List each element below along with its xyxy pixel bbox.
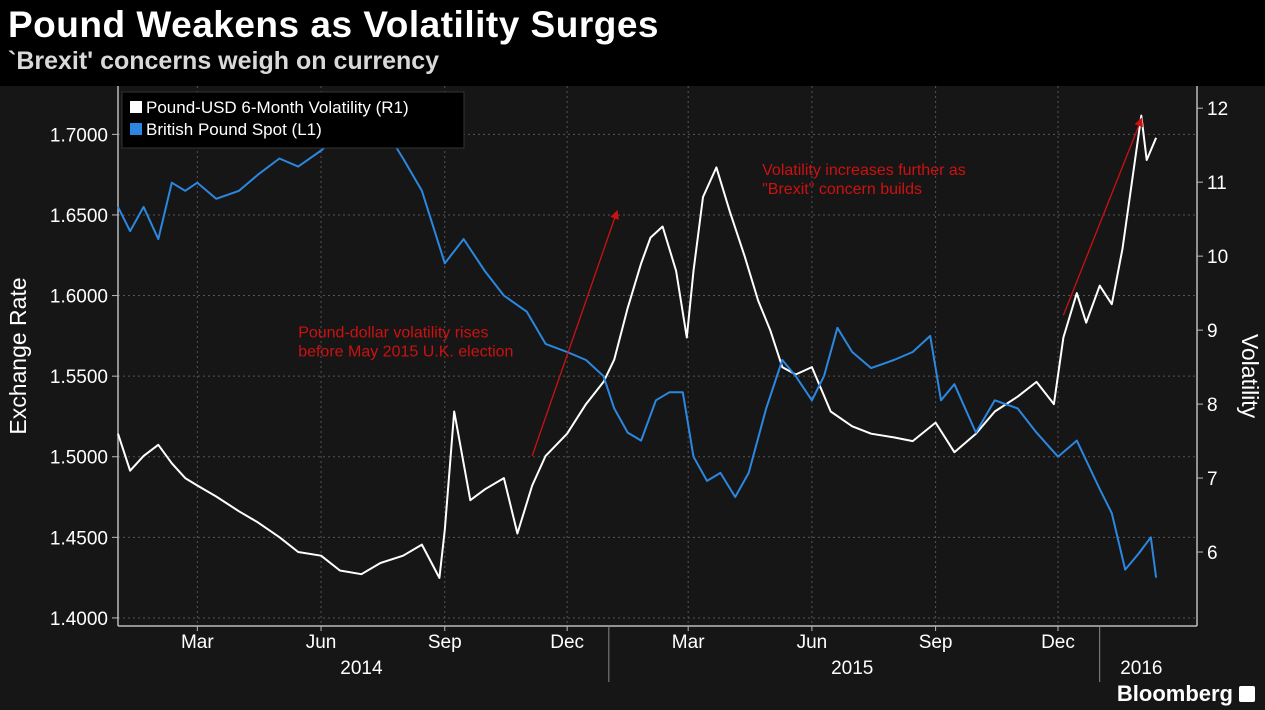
annotation-arrow [1062, 117, 1143, 316]
right-tick-label: 9 [1207, 321, 1218, 342]
grid [118, 86, 1197, 626]
left-axis-title: Exchange Rate [5, 277, 31, 434]
x-tick-label: Jun [797, 632, 828, 653]
x-tick-label: Dec [1041, 632, 1075, 653]
x-tick-label: Mar [181, 632, 214, 653]
right-tick-label: 8 [1207, 395, 1218, 416]
volatility-line [117, 114, 1158, 579]
bloomberg-logo: Bloomberg [1117, 681, 1255, 707]
right-tick-label: 12 [1207, 99, 1228, 120]
right-tick-label: 11 [1207, 173, 1227, 194]
terminal-icon [1239, 686, 1255, 702]
left-tick-label: 1.6000 [50, 287, 108, 308]
brand-text: Bloomberg [1116, 681, 1233, 706]
axes: 1.4000 1.4500 1.5000 1.5500 1.6000 1.6500 1.70… [5, 86, 1263, 682]
left-tick-label: 1.7000 [50, 125, 108, 146]
x-tick-label: Jun [306, 632, 337, 653]
x-tick-label: Dec [550, 632, 584, 653]
right-tick-label: 6 [1207, 543, 1218, 564]
annotations: Pound-dollar volatility rises before May … [298, 117, 1143, 457]
pound-spot-line [117, 114, 1158, 578]
left-tick-label: 1.4000 [50, 609, 108, 630]
x-tick-label: Sep [428, 632, 462, 653]
left-tick-label: 1.5500 [50, 367, 108, 388]
legend-label: Pound-USD 6-Month Volatility (R1) [146, 98, 409, 117]
annotation-text: Pound-dollar volatility rises [298, 325, 488, 342]
x-tick-label: Mar [672, 632, 705, 653]
annotation-text: "Brexit" concern builds [762, 181, 922, 198]
legend-label: British Pound Spot (L1) [146, 120, 322, 139]
left-tick-label: 1.4500 [50, 528, 108, 549]
annotation-text: Volatility increases further as [762, 162, 966, 179]
right-tick-label: 10 [1207, 247, 1228, 268]
chart-subtitle: `Brexit' concerns weigh on currency [8, 47, 440, 75]
left-tick-label: 1.6500 [50, 206, 108, 227]
series [117, 114, 1158, 579]
right-axis-title: Volatility [1237, 334, 1263, 419]
chart-title: Pound Weakens as Volatility Surges [8, 4, 659, 45]
legend-swatch [130, 101, 142, 113]
year-label: 2015 [831, 658, 873, 679]
right-tick-label: 7 [1207, 469, 1218, 490]
left-tick-label: 1.5000 [50, 448, 108, 469]
legend-box [121, 91, 465, 149]
year-label: 2014 [340, 658, 383, 679]
legend: Pound-USD 6-Month Volatility (R1) British… [121, 91, 465, 149]
year-label: 2016 [1120, 658, 1162, 679]
annotation-text: before May 2015 U.K. election [298, 344, 513, 361]
legend-swatch [130, 123, 142, 135]
x-tick-label: Sep [919, 632, 953, 653]
annotation-arrow [531, 209, 619, 457]
